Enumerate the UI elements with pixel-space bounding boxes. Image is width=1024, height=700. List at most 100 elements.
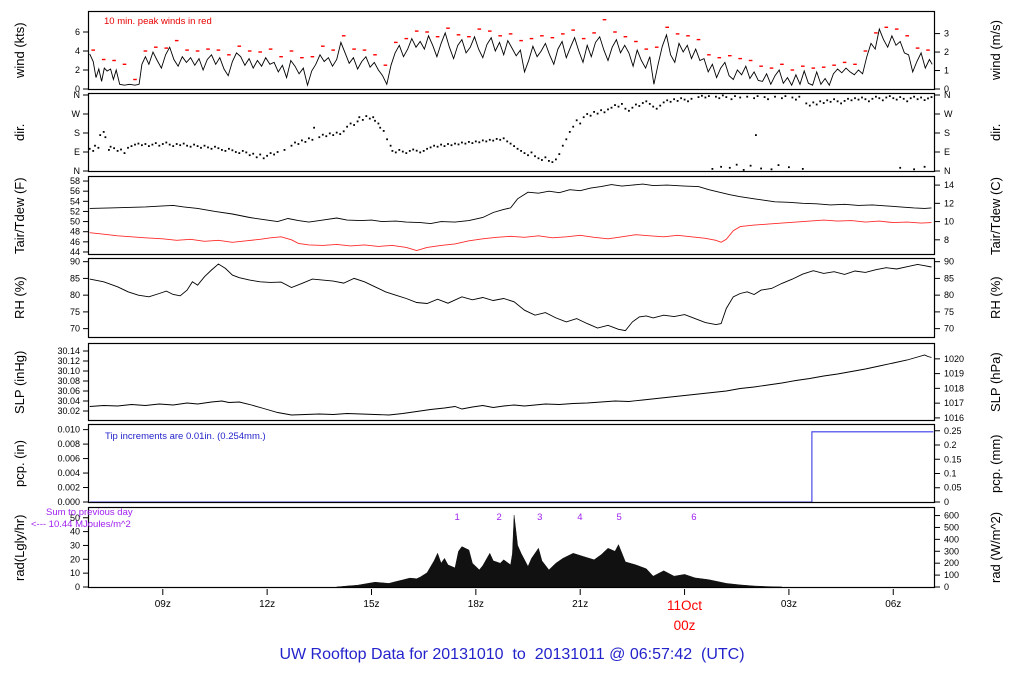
radiation-sum-note-line2: <--- 10.44 MJoules/m^2 [31,519,131,530]
mjoule-marker-5: 5 [617,512,622,523]
svg-text:70: 70 [70,324,80,334]
svg-text:N: N [944,166,951,176]
axis-ticks-wind: 0 2 4 6 0 1 2 3 [75,27,949,94]
svg-text:0: 0 [75,582,80,592]
svg-text:2: 2 [75,65,80,75]
svg-text:70: 70 [944,324,954,334]
svg-text:6: 6 [75,27,80,37]
svg-text:46: 46 [70,237,80,247]
axis-title-left-slp: SLP (inHg) [12,350,27,414]
svg-text:S: S [74,128,80,138]
svg-text:90: 90 [70,257,80,267]
svg-text:52: 52 [70,206,80,216]
axis-title-right-rad: rad (W/m^2) [988,511,1003,584]
svg-text:20: 20 [70,554,80,564]
svg-text:10: 10 [944,217,954,227]
solar-radiation-area [336,515,782,588]
svg-text:50: 50 [70,513,80,523]
x-axis: 09z 12z 15z 18z 21z 11Oct 00z 03z 06z [155,589,901,633]
svg-text:30.10: 30.10 [57,366,80,376]
svg-text:14: 14 [944,180,954,190]
x-label-03z: 03z [781,599,797,610]
axis-title-left-wind: wind (kts) [12,22,27,79]
dewpoint-temperature-line [89,219,932,251]
svg-text:S: S [944,128,950,138]
svg-text:0: 0 [944,84,949,94]
wind-direction-points [88,94,933,171]
svg-text:0.008: 0.008 [57,439,80,449]
svg-text:10: 10 [70,568,80,578]
svg-text:E: E [74,147,80,157]
svg-text:44: 44 [70,247,80,257]
svg-text:85: 85 [70,273,80,283]
svg-text:600: 600 [944,511,959,521]
svg-text:100: 100 [944,570,959,580]
svg-text:N: N [944,90,951,100]
mjoule-marker-6: 6 [691,512,696,523]
svg-text:N: N [74,166,81,176]
svg-text:1020: 1020 [944,354,964,364]
svg-text:500: 500 [944,522,959,532]
peak-wind-marks [91,19,930,81]
x-label-00z: 00z [674,618,696,633]
svg-text:W: W [944,109,953,119]
x-label-date: 11Oct [667,598,702,613]
svg-text:1: 1 [944,66,949,76]
panel-rh: 70 75 80 85 90 70 75 80 85 90 [70,257,954,339]
svg-text:56: 56 [70,186,80,196]
svg-text:0: 0 [944,497,949,507]
svg-text:30.02: 30.02 [57,406,80,416]
x-label-18z: 18z [468,599,484,610]
panel-frame-pcp [87,423,936,504]
air-temperature-line [89,183,932,225]
svg-text:0.25: 0.25 [944,426,962,436]
svg-text:58: 58 [70,176,80,186]
svg-text:30.04: 30.04 [57,396,80,406]
svg-text:E: E [944,147,950,157]
svg-text:0.000: 0.000 [57,497,80,507]
axis-title-left-temp: Tair/Tdew (F) [12,177,27,254]
panel-frame-rad [87,506,936,589]
svg-text:75: 75 [944,307,954,317]
svg-text:0: 0 [75,84,80,94]
svg-text:30: 30 [70,540,80,550]
precipitation-line [89,431,934,503]
svg-text:48: 48 [70,227,80,237]
svg-text:12: 12 [944,198,954,208]
svg-text:400: 400 [944,534,959,544]
axis-title-left-pcp: pcp. (in) [12,440,27,487]
panel-frame-temp [87,175,936,256]
page-title: UW Rooftop Data for 20131010 to 20131011… [279,646,745,663]
svg-text:0: 0 [944,582,949,592]
axis-title-left-dir: dir. [12,123,27,142]
svg-text:0.2: 0.2 [944,440,957,450]
svg-text:1018: 1018 [944,383,964,393]
svg-text:80: 80 [944,290,954,300]
svg-text:30.12: 30.12 [57,356,80,366]
svg-text:1017: 1017 [944,398,964,408]
svg-text:0.15: 0.15 [944,454,962,464]
svg-text:30.06: 30.06 [57,386,80,396]
svg-text:3: 3 [944,29,949,39]
svg-text:0.004: 0.004 [57,468,80,478]
svg-text:200: 200 [944,558,959,568]
x-label-09z: 09z [155,599,171,610]
svg-text:0.006: 0.006 [57,454,80,464]
svg-text:0.002: 0.002 [57,483,80,493]
x-label-15z: 15z [363,599,379,610]
peak-winds-note: 10 min. peak winds in red [104,16,212,27]
axis-title-right-dir: dir. [988,123,1003,142]
axis-ticks-rh: 70 75 80 85 90 70 75 80 85 90 [70,257,954,334]
svg-text:N: N [74,90,81,100]
x-label-06z: 06z [885,599,901,610]
x-label-21z: 21z [572,599,588,610]
wind-speed-line [89,27,933,87]
axis-title-right-slp: SLP (hPa) [988,352,1003,412]
